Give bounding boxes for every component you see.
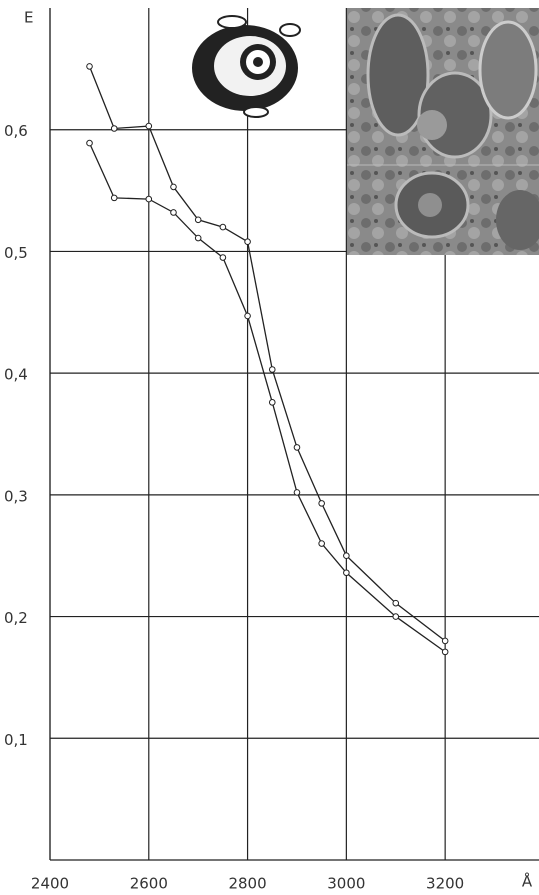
y-tick-label: 0,2: [4, 609, 28, 627]
data-point: [195, 217, 201, 223]
x-tick-label: 3200: [426, 875, 464, 893]
data-point: [146, 196, 152, 202]
data-point: [111, 195, 117, 201]
data-point: [171, 210, 177, 216]
x-axis-label: Å: [522, 872, 533, 891]
data-point: [111, 126, 117, 132]
data-point: [393, 600, 399, 606]
y-tick-label: 0,1: [4, 731, 28, 749]
y-tick-label: 0,4: [4, 366, 28, 384]
y-axis-label: E: [24, 9, 33, 27]
data-point: [245, 313, 251, 319]
data-point: [319, 541, 325, 547]
data-point: [87, 140, 93, 146]
y-tick-label: 0,6: [4, 122, 28, 140]
data-point: [220, 224, 226, 230]
data-point: [146, 123, 152, 129]
data-point: [294, 445, 300, 451]
x-tick-label: 3000: [327, 875, 365, 893]
data-point: [269, 400, 275, 406]
data-point: [245, 239, 251, 245]
chart: E Å 0,1 0,2 0,3 0,4 0,5 0,6 2400 2600 2800 3000 32…: [0, 0, 539, 895]
data-point: [269, 367, 275, 373]
data-point: [294, 490, 300, 496]
data-point: [344, 570, 350, 576]
data-point: [220, 255, 226, 261]
data-point: [442, 638, 448, 644]
data-point: [171, 184, 177, 190]
x-tick-label: 2400: [31, 875, 69, 893]
data-point: [319, 501, 325, 507]
data-point: [344, 553, 350, 559]
y-tick-label: 0,3: [4, 487, 28, 505]
cell-diagram: [193, 16, 300, 117]
data-point: [393, 614, 399, 620]
data-point: [442, 649, 448, 655]
x-tick-label: 2600: [130, 875, 168, 893]
micrograph: [347, 8, 539, 255]
x-tick-label: 2800: [228, 875, 266, 893]
data-point: [195, 235, 201, 241]
y-tick-label: 0,5: [4, 244, 28, 262]
data-point: [87, 64, 93, 70]
